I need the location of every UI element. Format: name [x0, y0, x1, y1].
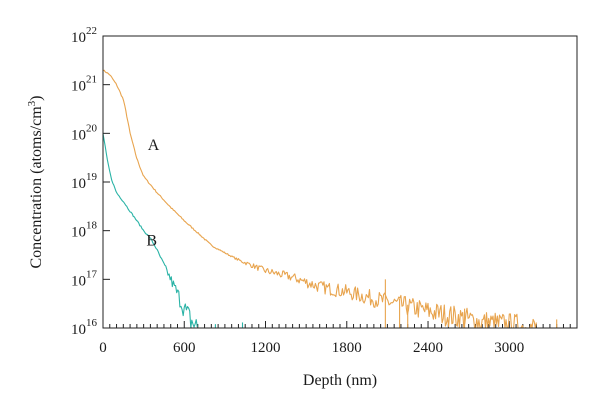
y-tick-label: 1018 — [71, 220, 98, 241]
x-tick-label: 1800 — [332, 340, 362, 356]
y-tick-label: 1020 — [71, 122, 98, 143]
series-label-A: A — [148, 137, 160, 154]
y-tick-label: 1016 — [71, 317, 98, 338]
x-tick-label: 3000 — [494, 340, 524, 356]
y-tick-label: 1017 — [71, 268, 98, 289]
x-tick-label: 1200 — [251, 340, 281, 356]
y-tick-label: 1019 — [71, 171, 98, 192]
series-label-B: B — [146, 232, 157, 249]
y-tick-label: 1021 — [71, 74, 97, 95]
y-tick-label: 1022 — [71, 25, 97, 46]
x-tick-label: 600 — [173, 340, 196, 356]
y-axis-title-superscript: 3 — [26, 100, 38, 106]
series-line-A — [102, 69, 537, 329]
y-axis-title-end: ) — [28, 95, 45, 100]
axes: 0 600 1200 1800 2400 3000 1016 1017 1018 1019 1020… — [71, 25, 578, 356]
x-tick-label: 0 — [99, 340, 107, 356]
y-axis-title-main: Concentration (atoms/cm — [28, 106, 45, 269]
series-line-B — [102, 133, 198, 329]
labels-layer: AB — [146, 137, 159, 249]
plot-frame — [102, 35, 578, 329]
x-axis-title: Depth (nm) — [303, 372, 377, 389]
x-tick-label: 2400 — [413, 340, 443, 356]
series-layer — [102, 69, 558, 329]
y-axis-title: Concentration (atoms/cm3) — [26, 95, 45, 268]
